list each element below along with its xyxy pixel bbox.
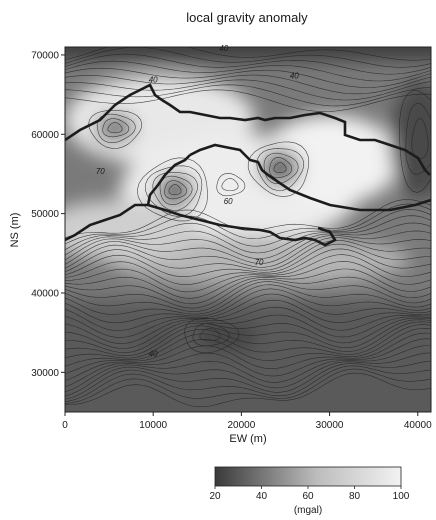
- contour-loop: [269, 157, 293, 179]
- contour-line: [65, 53, 431, 75]
- contour-loop: [88, 110, 143, 149]
- contour-line: [65, 284, 431, 315]
- contour-line: [65, 321, 431, 359]
- contour-line: [65, 84, 431, 107]
- contour-label: 40: [219, 44, 228, 53]
- colorbar-ticks: 20 40 60 80 100: [209, 486, 410, 502]
- contour-line: [65, 47, 431, 61]
- y-tick-label: 40000: [31, 288, 59, 299]
- contour-line: [65, 89, 431, 112]
- contour-line: [65, 276, 431, 309]
- colorbar-tick-label: 60: [302, 491, 314, 502]
- contour-label: 40: [149, 349, 158, 358]
- contour-loop: [256, 148, 305, 191]
- x-tick-label: 0: [62, 420, 68, 431]
- y-axis: 30000 40000 50000 60000 70000: [31, 50, 65, 379]
- contour-line: [65, 60, 431, 82]
- colorbar: [214, 466, 402, 487]
- contour-loop: [221, 178, 239, 191]
- contour-line: [65, 47, 431, 68]
- contour-loop: [273, 162, 287, 173]
- contour-line: [65, 324, 431, 367]
- contour-line: [65, 67, 431, 88]
- x-axis-label: EW (m): [229, 433, 266, 445]
- x-axis: 0 10000 20000 30000 40000: [62, 412, 432, 431]
- contour-lines: [65, 47, 431, 407]
- colorbar-tick-label: 80: [349, 491, 361, 502]
- contour-line: [65, 372, 431, 407]
- x-tick-label: 10000: [139, 420, 167, 431]
- contour-loop: [398, 90, 431, 193]
- contour-line: [65, 74, 431, 95]
- y-tick-label: 50000: [31, 209, 59, 220]
- contour-line: [65, 79, 431, 101]
- contour-loop: [192, 323, 230, 347]
- heatmap-field: [65, 47, 431, 412]
- contour-line: [65, 208, 431, 251]
- plot-frame: [64, 46, 432, 413]
- y-tick-label: 30000: [31, 368, 59, 379]
- contour-loop: [159, 175, 193, 206]
- colorbar-tick-label: 20: [209, 491, 221, 502]
- contour-line: [65, 281, 431, 312]
- contour-line: [65, 254, 431, 293]
- contour-line: [65, 345, 431, 393]
- contour-loop: [107, 122, 123, 133]
- contour-line: [65, 239, 431, 273]
- contour-loop: [216, 173, 246, 197]
- y-axis-label: NS (m): [9, 213, 21, 248]
- contour-line: [65, 352, 431, 397]
- x-tick-label: 40000: [404, 420, 432, 431]
- colorbar-tick-label: 100: [393, 491, 410, 502]
- contour-loop: [168, 184, 182, 195]
- contour-label: 40: [149, 76, 158, 85]
- contour-line: [65, 199, 431, 239]
- contour-loop: [411, 118, 429, 159]
- chart-title: local gravity anomaly: [186, 10, 308, 25]
- contour-loop: [405, 102, 431, 175]
- contour-line: [65, 203, 431, 245]
- contour-line: [65, 360, 431, 400]
- contour-label: 70: [96, 167, 105, 176]
- contour-line: [65, 268, 431, 305]
- contour-label: 60: [224, 197, 233, 206]
- contour-labels: 70 60 70 40 40 40 40: [96, 44, 299, 358]
- contour-line: [65, 365, 431, 402]
- colorbar-label: (mgal): [294, 505, 322, 516]
- contour-line: [65, 243, 431, 277]
- contour-line: [65, 261, 431, 299]
- contour-line: [65, 317, 431, 353]
- y-tick-label: 60000: [31, 130, 59, 141]
- x-tick-label: 30000: [316, 420, 344, 431]
- contour-loop: [102, 118, 130, 138]
- contour-label: 70: [255, 258, 264, 267]
- contour-line: [65, 288, 431, 324]
- contour-line: [65, 230, 431, 265]
- contour-line: [65, 299, 431, 338]
- contour-line: [65, 327, 431, 375]
- contour-line: [65, 215, 431, 256]
- contour-line: [65, 338, 431, 388]
- contour-line: [65, 306, 431, 344]
- contour-line: [65, 319, 431, 357]
- contour-loop: [144, 165, 203, 217]
- contour-line: [65, 237, 431, 269]
- contour-line: [65, 332, 431, 381]
- boundary-line: [65, 83, 431, 247]
- x-tick-label: 20000: [227, 420, 255, 431]
- contour-loop: [164, 180, 188, 200]
- contour-loop: [184, 317, 240, 354]
- contour-line: [65, 222, 431, 261]
- contour-label: 40: [290, 72, 299, 81]
- contour-loop: [96, 113, 136, 144]
- contour-line: [65, 368, 431, 404]
- contour-loop: [199, 328, 221, 341]
- y-tick-label: 70000: [31, 50, 59, 61]
- contour-line: [65, 314, 431, 349]
- contour-loop: [263, 152, 299, 185]
- colorbar-tick-label: 40: [256, 491, 268, 502]
- contour-line: [65, 293, 431, 331]
- contour-line: [65, 248, 431, 286]
